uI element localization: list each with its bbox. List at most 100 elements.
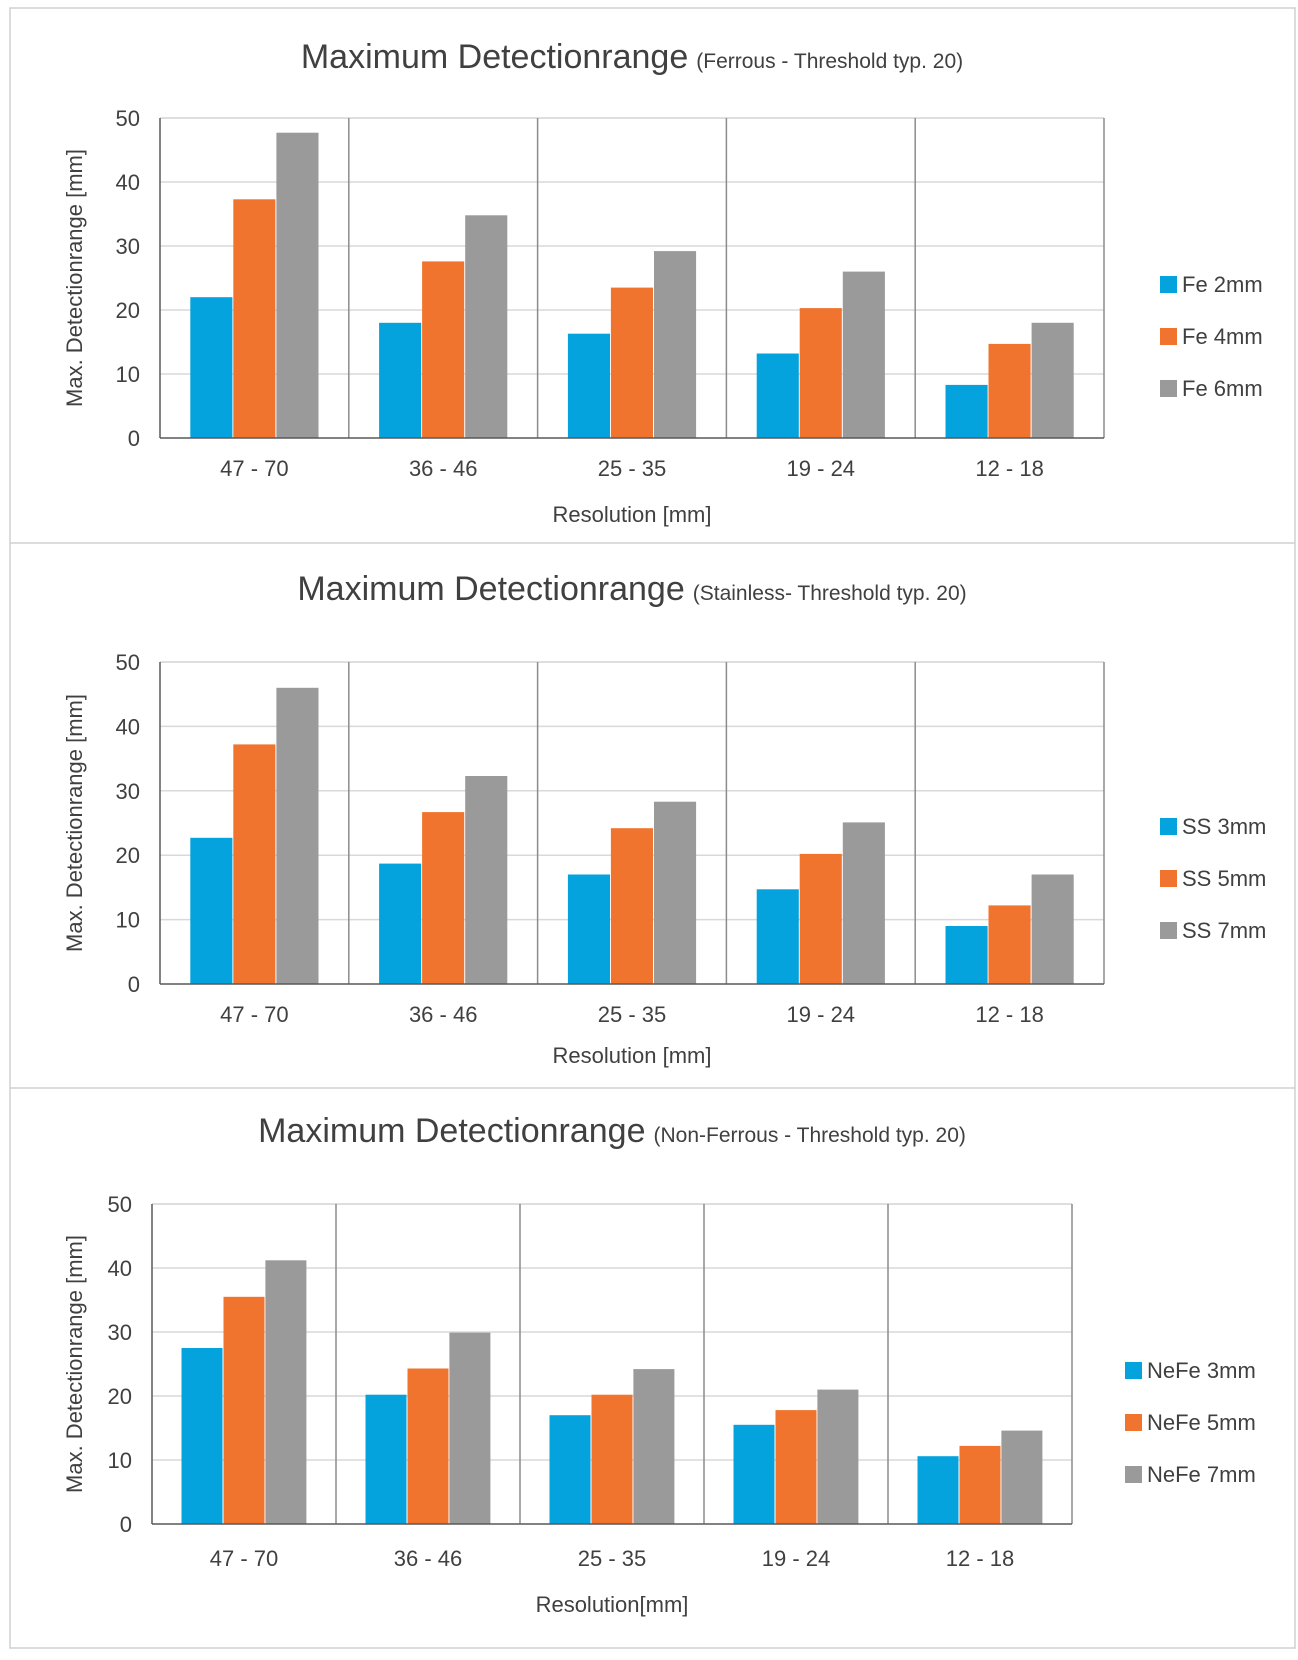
x-tick-label: 36 - 46 — [394, 1546, 463, 1571]
chart-title-main: Maximum Detectionrange — [258, 1112, 645, 1150]
x-tick-label: 19 - 24 — [787, 1002, 856, 1027]
bar-fe-2mm-12-18 — [945, 384, 988, 438]
bar-fe-4mm-25-35 — [610, 287, 653, 438]
y-tick-label: 10 — [116, 908, 140, 933]
y-tick-label: 10 — [108, 1448, 132, 1473]
x-axis-label: Resolution [mm] — [553, 1043, 712, 1068]
legend: SS 3mm SS 5mm SS 7mm — [1160, 814, 1266, 943]
bar-ss-3mm-25-35 — [567, 874, 610, 984]
bar-ss-5mm-47-70 — [233, 744, 276, 984]
chart-title-main: Maximum Detectionrange — [301, 38, 688, 76]
bar-fe-4mm-36-46 — [422, 261, 465, 438]
bar-nefe-3mm-12-18 — [917, 1456, 959, 1524]
bar-fe-2mm-19-24 — [756, 353, 799, 438]
legend: NeFe 3mm NeFe 5mm NeFe 7mm — [1125, 1358, 1256, 1487]
chart-title: Maximum Detectionrange (Ferrous - Thresho… — [301, 38, 963, 76]
y-tick-label: 40 — [116, 170, 140, 195]
y-tick-label: 0 — [120, 1512, 132, 1537]
y-tick-label: 0 — [128, 426, 140, 451]
bar-nefe-3mm-36-46 — [365, 1394, 407, 1524]
chart-panel-3: Maximum Detectionrange (Non-Ferrous - Thr… — [10, 1087, 1295, 1617]
y-tick-label: 30 — [116, 779, 140, 804]
y-axis-label: Max. Detectionrange [mm] — [62, 694, 87, 952]
bar-ss-3mm-12-18 — [945, 926, 988, 984]
bar-ss-3mm-47-70 — [190, 837, 233, 984]
bar-nefe-7mm-25-35 — [633, 1369, 675, 1524]
bar-fe-4mm-12-18 — [988, 343, 1031, 438]
legend-swatch — [1160, 818, 1177, 835]
bar-nefe-3mm-25-35 — [549, 1415, 591, 1524]
bar-ss-3mm-19-24 — [756, 889, 799, 984]
y-tick-label: 30 — [108, 1320, 132, 1345]
legend-label: Fe 2mm — [1182, 272, 1263, 297]
bar-ss-5mm-25-35 — [610, 828, 653, 984]
x-tick-label: 25 - 35 — [598, 456, 667, 481]
bar-fe-6mm-19-24 — [842, 271, 885, 438]
legend-label: Fe 4mm — [1182, 324, 1263, 349]
chart-title-main: Maximum Detectionrange — [297, 570, 684, 608]
y-axis-label: Max. Detectionrange [mm] — [62, 149, 87, 407]
bar-ss-7mm-36-46 — [465, 776, 508, 984]
y-tick-label: 20 — [108, 1384, 132, 1409]
x-tick-label: 47 - 70 — [220, 456, 289, 481]
legend-label: SS 7mm — [1182, 918, 1266, 943]
bar-nefe-5mm-12-18 — [959, 1445, 1001, 1524]
bar-fe-2mm-36-46 — [379, 322, 422, 438]
y-axis-label: Max. Detectionrange [mm] — [62, 1235, 87, 1493]
bar-fe-6mm-12-18 — [1031, 322, 1074, 438]
bar-fe-6mm-36-46 — [465, 215, 508, 438]
x-tick-label: 25 - 35 — [578, 1546, 647, 1571]
legend-label: Fe 6mm — [1182, 376, 1263, 401]
bar-nefe-5mm-36-46 — [407, 1368, 449, 1524]
bar-fe-2mm-47-70 — [190, 297, 233, 438]
legend-label: NeFe 7mm — [1147, 1462, 1256, 1487]
x-tick-label: 36 - 46 — [409, 1002, 478, 1027]
bar-ss-5mm-19-24 — [799, 853, 842, 984]
bar-nefe-5mm-25-35 — [591, 1394, 633, 1524]
y-tick-label: 0 — [128, 972, 140, 997]
chart-subtitle: (Stainless- Threshold typ. 20) — [693, 582, 967, 605]
y-tick-label: 10 — [116, 362, 140, 387]
x-tick-label: 36 - 46 — [409, 456, 478, 481]
bar-nefe-5mm-19-24 — [775, 1410, 817, 1524]
bar-nefe-7mm-19-24 — [817, 1389, 859, 1524]
legend-swatch — [1125, 1362, 1142, 1379]
bar-ss-7mm-19-24 — [842, 822, 885, 984]
legend-swatch — [1160, 276, 1177, 293]
x-tick-label: 12 - 18 — [946, 1546, 1015, 1571]
legend-label: NeFe 5mm — [1147, 1410, 1256, 1435]
legend-swatch — [1125, 1466, 1142, 1483]
x-tick-label: 12 - 18 — [975, 456, 1044, 481]
y-tick-label: 40 — [108, 1256, 132, 1281]
chart-title: Maximum Detectionrange (Non-Ferrous - Thr… — [258, 1112, 966, 1150]
legend-swatch — [1125, 1414, 1142, 1431]
chart-subtitle: (Ferrous - Threshold typ. 20) — [696, 50, 963, 73]
x-tick-label: 19 - 24 — [762, 1546, 831, 1571]
y-tick-label: 40 — [116, 714, 140, 739]
x-axis-label: Resolution[mm] — [536, 1592, 689, 1617]
bar-nefe-3mm-19-24 — [733, 1424, 775, 1524]
y-tick-label: 50 — [116, 650, 140, 675]
legend-label: NeFe 3mm — [1147, 1358, 1256, 1383]
legend: Fe 2mm Fe 4mm Fe 6mm — [1160, 272, 1263, 401]
x-tick-label: 47 - 70 — [210, 1546, 279, 1571]
x-tick-label: 47 - 70 — [220, 1002, 289, 1027]
y-tick-label: 50 — [108, 1192, 132, 1217]
legend-label: SS 3mm — [1182, 814, 1266, 839]
bar-nefe-5mm-47-70 — [223, 1296, 265, 1524]
bar-fe-4mm-47-70 — [233, 199, 276, 438]
outer-frame — [9, 7, 1296, 1649]
x-axis-label: Resolution [mm] — [553, 502, 712, 527]
bar-nefe-7mm-36-46 — [449, 1332, 491, 1524]
bar-fe-2mm-25-35 — [567, 333, 610, 438]
y-tick-label: 20 — [116, 843, 140, 868]
x-tick-label: 19 - 24 — [787, 456, 856, 481]
bar-ss-5mm-12-18 — [988, 905, 1031, 984]
bar-ss-5mm-36-46 — [422, 812, 465, 984]
chart-panel-1: Maximum Detectionrange (Ferrous - Thresho… — [62, 38, 1263, 527]
legend-swatch — [1160, 870, 1177, 887]
bar-fe-6mm-47-70 — [276, 132, 319, 438]
chart-subtitle: (Non-Ferrous - Threshold typ. 20) — [653, 1124, 965, 1147]
